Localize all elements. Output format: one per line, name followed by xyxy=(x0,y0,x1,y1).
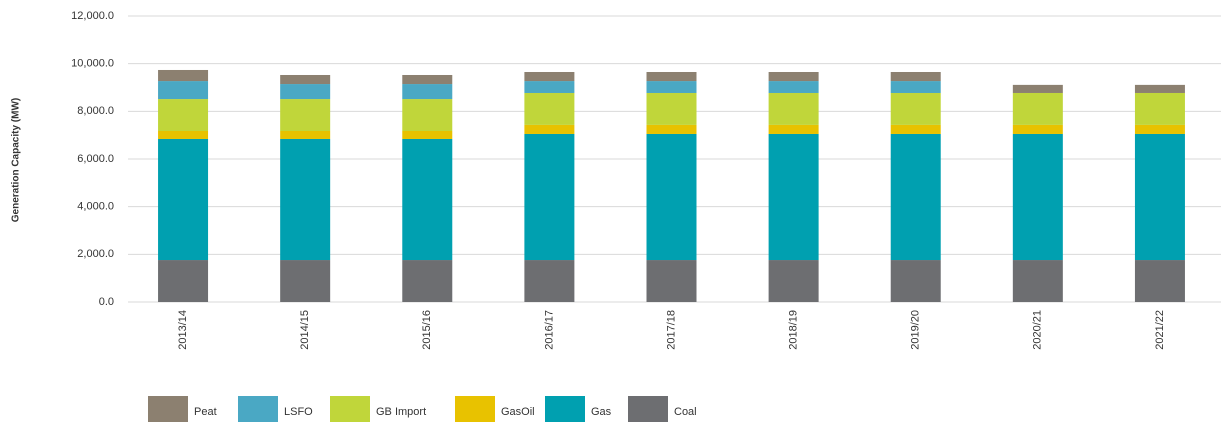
x-tick-label: 2016/17 xyxy=(543,310,555,350)
bar-segment xyxy=(768,133,819,261)
bar-segment xyxy=(890,260,941,302)
x-tick-label: 2017/18 xyxy=(665,310,677,350)
bar-segment xyxy=(890,133,941,261)
legend-label: Peat xyxy=(194,406,217,418)
bar-segment xyxy=(1012,133,1063,261)
bar-segment xyxy=(768,92,819,125)
bar-segment xyxy=(524,260,575,302)
bar-segment xyxy=(890,124,941,134)
x-tick-label: 2020/21 xyxy=(1032,310,1044,350)
x-tick-label: 2013/14 xyxy=(177,310,189,350)
x-tick-label: 2015/16 xyxy=(421,310,433,350)
bar-segment xyxy=(280,138,331,261)
bar-segment xyxy=(1012,84,1063,93)
legend-label: Coal xyxy=(674,406,697,418)
bar-segment xyxy=(524,124,575,134)
bar-segment xyxy=(280,260,331,302)
bar-segment xyxy=(280,74,331,85)
bar-segment xyxy=(1134,133,1185,261)
y-axis-label: Generation Capacity (MW) xyxy=(11,98,22,222)
legend-swatch xyxy=(545,396,585,422)
bar-segment xyxy=(646,124,697,134)
x-tick-label: 2018/19 xyxy=(788,310,800,350)
legend-label: Gas xyxy=(591,406,612,418)
bar-segment xyxy=(646,92,697,125)
legend-label: GB Import xyxy=(376,406,426,418)
bar-segment xyxy=(1012,92,1063,125)
bar-segment xyxy=(1134,84,1185,93)
bar-segment xyxy=(402,260,453,302)
y-tick-label: 12,000.0 xyxy=(71,10,114,22)
bar-segment xyxy=(1134,124,1185,134)
legend-swatch xyxy=(455,396,495,422)
y-tick-label: 0.0 xyxy=(99,296,114,308)
y-tick-label: 10,000.0 xyxy=(71,58,114,70)
bar-segment xyxy=(402,138,453,261)
bar-segment xyxy=(1012,124,1063,134)
bar-segment xyxy=(890,72,941,82)
bar-segment xyxy=(402,74,453,85)
x-tick-label: 2019/20 xyxy=(910,310,922,350)
bar-segment xyxy=(890,92,941,125)
y-tick-label: 4,000.0 xyxy=(77,201,114,213)
y-tick-label: 2,000.0 xyxy=(77,248,114,260)
bar-segment xyxy=(768,124,819,134)
legend-swatch xyxy=(238,396,278,422)
legend-swatch xyxy=(628,396,668,422)
y-tick-label: 6,000.0 xyxy=(77,153,114,165)
bar-segment xyxy=(768,260,819,302)
bar-segment xyxy=(768,72,819,82)
bar-segment xyxy=(890,81,941,93)
bar-segment xyxy=(402,99,453,131)
legend-label: GasOil xyxy=(501,406,535,418)
x-tick-label: 2021/22 xyxy=(1154,310,1166,350)
legend-swatch xyxy=(330,396,370,422)
bar-segment xyxy=(280,130,331,139)
bar-segment xyxy=(524,133,575,261)
bar-segment xyxy=(402,84,453,100)
legend-label: LSFO xyxy=(284,406,313,418)
bar-segment xyxy=(646,72,697,82)
bar-segment xyxy=(768,81,819,93)
x-tick-label: 2014/15 xyxy=(299,310,311,350)
bar-segment xyxy=(158,81,209,100)
bar-segment xyxy=(646,133,697,261)
bar-segment xyxy=(1134,260,1185,302)
bar-segment xyxy=(158,130,209,139)
y-tick-label: 8,000.0 xyxy=(77,105,114,117)
bar-segment xyxy=(402,130,453,139)
bar-segment xyxy=(158,260,209,302)
bar-segment xyxy=(646,81,697,93)
legend-swatch xyxy=(148,396,188,422)
bar-segment xyxy=(524,81,575,93)
bar-segment xyxy=(646,260,697,302)
bar-segment xyxy=(158,138,209,261)
bar-segment xyxy=(1012,260,1063,302)
bar-segment xyxy=(1134,92,1185,125)
bar-segment xyxy=(158,69,209,82)
bar-segment xyxy=(524,92,575,125)
bar-segment xyxy=(158,99,209,131)
bar-segment xyxy=(280,84,331,100)
bar-segment xyxy=(280,99,331,131)
bar-segment xyxy=(524,72,575,82)
